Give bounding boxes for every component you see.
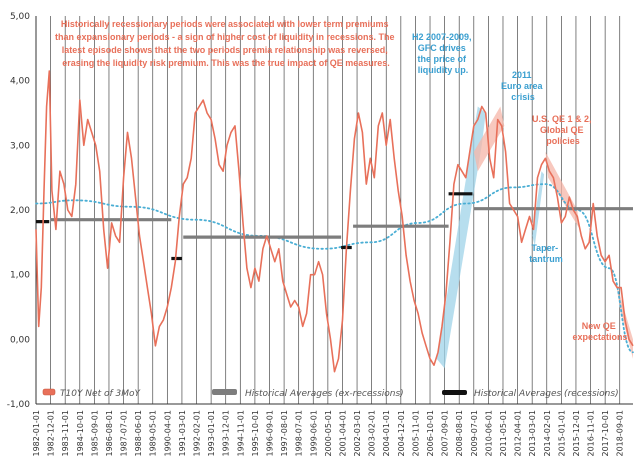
highlight-band xyxy=(436,106,486,369)
x-tick-label: 1987-07-01 xyxy=(120,410,129,457)
new-qe-annotation-line: New QE xyxy=(582,321,616,331)
x-tick-label: 2004-12-01 xyxy=(397,410,406,457)
x-axis-ticks: 1982-01-01 1982-12-01 1983-11-01 1984-10-01… xyxy=(32,410,625,457)
x-tick-label: 2011-05-01 xyxy=(499,410,508,457)
qe-annotation-line: policies xyxy=(546,136,580,146)
taper-annotation-line: tantrum xyxy=(529,254,563,264)
x-tick-label: 2015-12-01 xyxy=(572,410,581,457)
y-tick-label: -1,00 xyxy=(7,400,31,410)
gfc-annotation-line: GFC drives xyxy=(418,43,466,53)
average-segments xyxy=(36,192,633,261)
x-tick-label: 2018-09-01 xyxy=(616,410,625,457)
y-tick-label: 5,00 xyxy=(10,12,30,22)
x-tick-label: 2000-05-01 xyxy=(324,410,333,457)
x-tick-label: 1991-03-01 xyxy=(178,410,187,457)
x-tick-label: 1999-06-01 xyxy=(309,410,318,457)
new-qe-annotation: New QE expectations xyxy=(572,321,627,342)
qe-annotation-line: Global QE xyxy=(540,125,584,135)
y-tick-label: 2,00 xyxy=(10,206,30,216)
x-tick-label: 1997-08-01 xyxy=(280,410,289,457)
spread-line xyxy=(35,70,634,373)
spread-series xyxy=(35,70,634,373)
x-tick-label: 2015-01-01 xyxy=(557,410,566,457)
taper-annotation-line: Taper- xyxy=(531,243,558,253)
x-tick-label: 1989-05-01 xyxy=(149,410,158,457)
legend-label-recessions: Historical Averages (recessions) xyxy=(474,389,619,399)
grid-lines xyxy=(35,16,633,405)
gfc-annotation: H2 2007-2009, GFC drives the price of li… xyxy=(412,32,474,75)
taper-tantrum-annotation: Taper- tantrum xyxy=(529,243,563,264)
x-tick-label: 2009-07-01 xyxy=(470,410,479,457)
x-tick-label: 2016-11-01 xyxy=(587,410,596,457)
x-tick-label: 1982-12-01 xyxy=(47,410,56,457)
x-tick-label: 2001-04-01 xyxy=(338,410,347,457)
legend-swatch-spread xyxy=(42,388,56,396)
gfc-annotation-line: liquidity up. xyxy=(418,65,469,75)
x-tick-label: 1982-01-01 xyxy=(32,410,41,457)
qe-annotation: U.S. QE 1 & 2, Global QE policies xyxy=(532,114,594,146)
euro-annotation-line: Euro area xyxy=(501,81,544,91)
x-tick-label: 2007-09-01 xyxy=(441,410,450,457)
main-note-line: latest episode shows that the two period… xyxy=(62,45,388,55)
legend-label-ex-recessions: Historical Averages (ex-recessions) xyxy=(245,389,404,399)
y-tick-label: 3,00 xyxy=(10,141,30,151)
x-tick-label: 2010-06-01 xyxy=(484,410,493,457)
y-axis-ticks: -1,00 0,00 1,00 2,00 3,00 4,00 5,00 xyxy=(7,12,31,410)
main-note-line: Historically recessionary periods were a… xyxy=(61,19,389,29)
x-tick-label: 1998-07-01 xyxy=(295,410,304,457)
x-tick-label: 1990-04-01 xyxy=(163,410,172,457)
main-note-line: than expansionary periods - a sign of hi… xyxy=(55,32,395,42)
x-tick-label: 2005-11-01 xyxy=(411,410,420,457)
x-tick-label: 1985-09-01 xyxy=(90,410,99,457)
qe-annotation-line: U.S. QE 1 & 2, xyxy=(532,114,592,124)
trend-line xyxy=(35,183,634,354)
x-tick-label: 1995-10-01 xyxy=(251,410,260,457)
x-tick-label: 2013-03-01 xyxy=(528,410,537,457)
y-tick-label: 0,00 xyxy=(10,335,30,345)
x-tick-label: 1992-02-01 xyxy=(193,410,202,457)
x-tick-label: 2006-10-01 xyxy=(426,410,435,457)
main-note: Historically recessionary periods were a… xyxy=(55,19,397,68)
x-tick-label: 2017-10-01 xyxy=(601,410,610,457)
x-tick-label: 1993-01-01 xyxy=(207,410,216,457)
gfc-annotation-line: H2 2007-2009, xyxy=(412,32,472,42)
x-tick-label: 1983-11-01 xyxy=(61,410,70,457)
x-tick-label: 2002-03-01 xyxy=(353,410,362,457)
x-tick-label: 2003-02-01 xyxy=(368,410,377,457)
new-qe-annotation-line: expectations xyxy=(572,332,627,342)
y-tick-label: 4,00 xyxy=(10,77,30,87)
gfc-annotation-line: the price of xyxy=(417,54,467,64)
y-tick-label: 1,00 xyxy=(10,271,30,281)
trend-curve xyxy=(35,183,634,354)
legend-label-spread: T10Y Net of 3MoY xyxy=(60,389,142,399)
x-tick-label: 1993-12-01 xyxy=(222,410,231,457)
x-tick-label: 2012-04-01 xyxy=(514,410,523,457)
x-tick-label: 2014-02-01 xyxy=(543,410,552,457)
x-tick-label: 2004-01-01 xyxy=(382,410,391,457)
legend-swatch-recessions xyxy=(442,390,467,395)
x-tick-label: 1986-08-01 xyxy=(105,410,114,457)
x-tick-label: 2008-08-01 xyxy=(455,410,464,457)
main-note-line: erasing the liquidity risk premium. This… xyxy=(62,58,390,68)
legend: T10Y Net of 3MoY Historical Averages (ex… xyxy=(42,388,619,399)
euro-annotation-line: 2011 xyxy=(512,70,532,80)
x-tick-label: 1984-10-01 xyxy=(76,410,85,457)
legend-swatch-ex-recessions xyxy=(212,389,237,395)
x-tick-label: 1988-06-01 xyxy=(134,410,143,457)
x-tick-label: 1996-09-01 xyxy=(265,410,274,457)
euro-annotation-line: crisis xyxy=(511,92,535,102)
x-tick-label: 1994-11-01 xyxy=(236,410,245,457)
euro-crisis-annotation: 2011 Euro area crisis xyxy=(501,70,545,102)
